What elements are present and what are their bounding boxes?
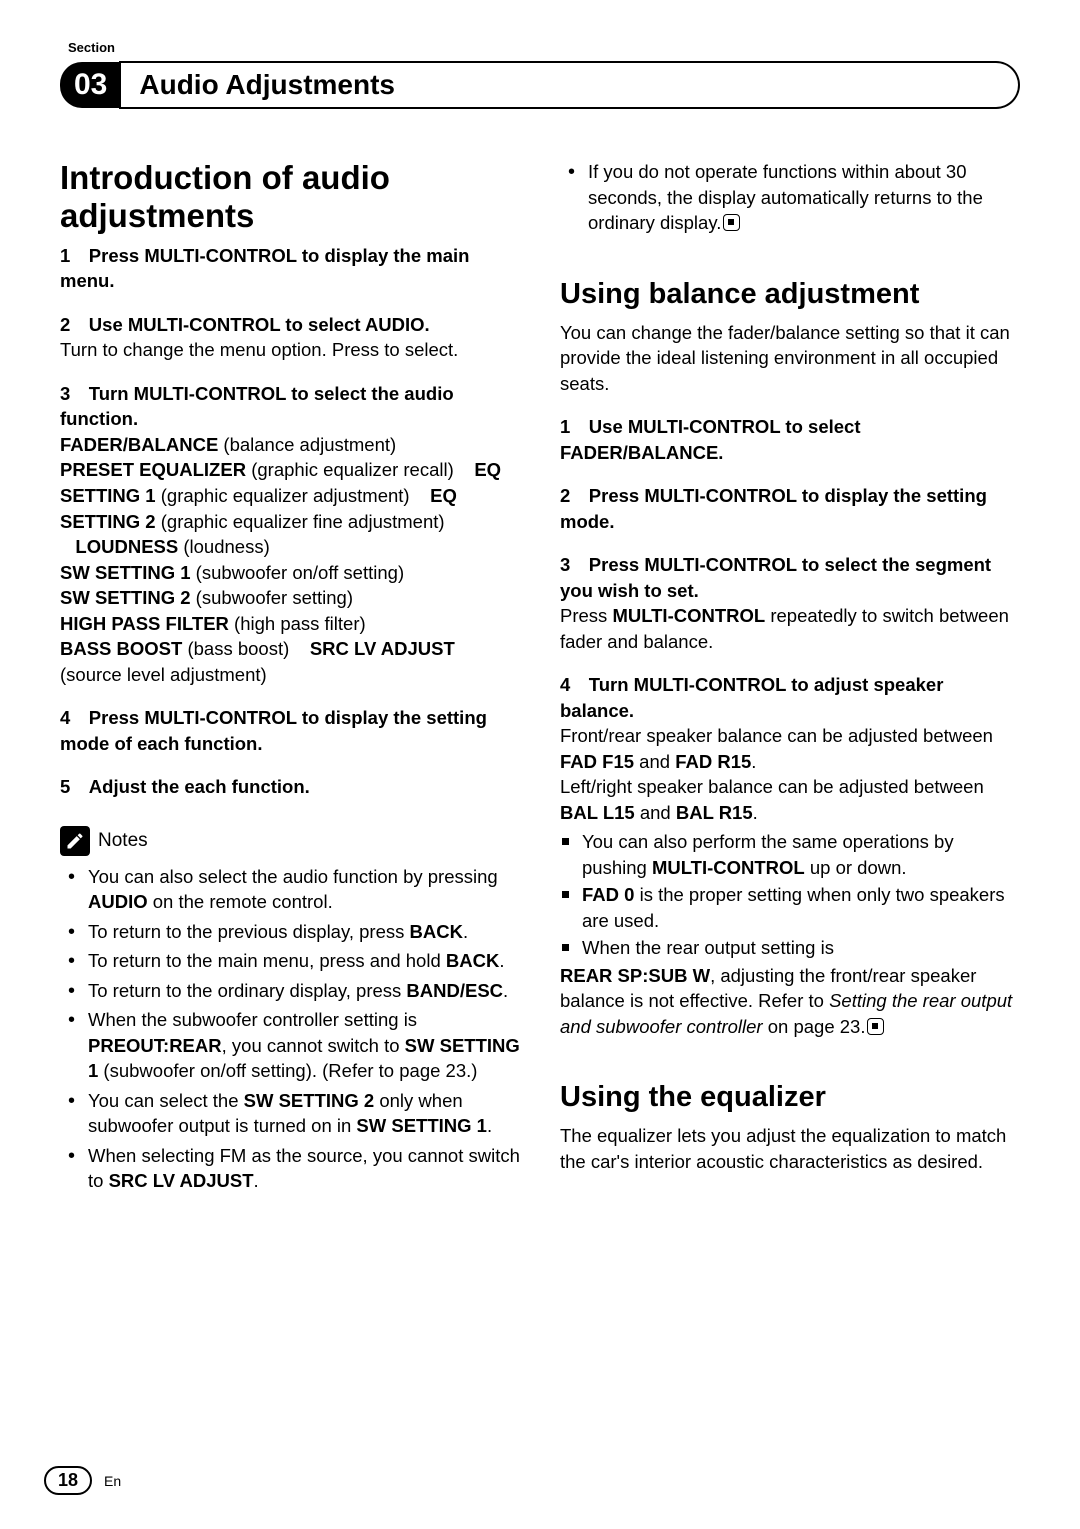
intro-heading: Introduction of audio adjustments [60, 159, 520, 235]
subnote-item: You can also perform the same operations… [560, 829, 1020, 880]
balance-intro: You can change the fader/balance setting… [560, 320, 1020, 397]
equalizer-heading: Using the equalizer [560, 1077, 1020, 1117]
bal-step-3: 3 Press MULTI-CONTROL to select the segm… [560, 554, 991, 601]
fn-sw2-desc: (subwoofer setting) [191, 587, 353, 608]
chapter-number: 03 [60, 62, 121, 108]
notes-list: You can also select the audio function b… [60, 864, 520, 1194]
bal-step-4: 4 Turn MULTI-CONTROL to adjust speaker b… [560, 674, 943, 721]
section-label: Section [68, 40, 1020, 55]
fn-preset-eq-desc: (graphic equalizer recall) [246, 459, 454, 480]
page-number: 18 [44, 1466, 92, 1495]
fn-eq2-desc: (graphic equalizer fine adjustment) [156, 511, 445, 532]
fn-fader-balance: FADER/BALANCE [60, 434, 218, 455]
step-1: 1 Press MULTI-CONTROL to display the mai… [60, 245, 469, 292]
note-item: You can also select the audio function b… [60, 864, 520, 915]
right-column: If you do not operate functions within a… [560, 159, 1020, 1198]
note-item: To return to the main menu, press and ho… [60, 948, 520, 974]
end-mark-icon [867, 1018, 884, 1035]
fn-loudness-desc: (loudness) [178, 536, 270, 557]
step-4: 4 Press MULTI-CONTROL to display the set… [60, 707, 487, 754]
step-3: 3 Turn MULTI-CONTROL to select the audio… [60, 383, 454, 430]
balance-subnotes: You can also perform the same operations… [560, 829, 1020, 961]
step-5: 5 Adjust the each function. [60, 776, 310, 797]
step-2: 2 Use MULTI-CONTROL to select AUDIO. [60, 314, 430, 335]
chapter-title: Audio Adjustments [139, 69, 395, 101]
left-column: Introduction of audio adjustments 1 Pres… [60, 159, 520, 1198]
note-item: To return to the previous display, press… [60, 919, 520, 945]
fn-sw1-desc: (subwoofer on/off setting) [191, 562, 405, 583]
balance-heading: Using balance adjustment [560, 274, 1020, 314]
subnote-continuation: REAR SP:SUB W, adjusting the front/rear … [560, 963, 1020, 1040]
bal-step-4-body2: Left/right speaker balance can be adjust… [560, 776, 984, 823]
pencil-icon [60, 826, 90, 856]
note-item: If you do not operate functions within a… [560, 159, 1020, 236]
subnote-item: When the rear output setting is [560, 935, 1020, 961]
fn-bass-desc: (bass boost) [182, 638, 289, 659]
fn-srclv-desc: (source level adjustment) [60, 664, 267, 685]
fn-bass: BASS BOOST [60, 638, 182, 659]
chapter-header: 03 Audio Adjustments [60, 61, 1020, 109]
fn-loudness: LOUDNESS [75, 536, 178, 557]
end-mark-icon [723, 214, 740, 231]
note-item: When the subwoofer controller setting is… [60, 1007, 520, 1084]
bal-step-2: 2 Press MULTI-CONTROL to display the set… [560, 485, 987, 532]
bal-step-4-body1: Front/rear speaker balance can be adjust… [560, 725, 993, 772]
top-note-list: If you do not operate functions within a… [560, 159, 1020, 236]
notes-header: Notes [60, 826, 520, 856]
fn-srclv: SRC LV ADJUST [310, 638, 455, 659]
page-footer: 18 En [44, 1466, 121, 1495]
fn-fader-balance-desc: (balance adjustment) [218, 434, 396, 455]
fn-sw2: SW SETTING 2 [60, 587, 191, 608]
language-code: En [104, 1473, 121, 1489]
note-item: To return to the ordinary display, press… [60, 978, 520, 1004]
bal-step-3-body: Press MULTI-CONTROL repeatedly to switch… [560, 605, 1009, 652]
fn-hpf: HIGH PASS FILTER [60, 613, 229, 634]
equalizer-intro: The equalizer lets you adjust the equali… [560, 1123, 1020, 1174]
fn-sw1: SW SETTING 1 [60, 562, 191, 583]
bal-step-1: 1 Use MULTI-CONTROL to select FADER/BALA… [560, 416, 861, 463]
chapter-title-container: Audio Adjustments [119, 61, 1020, 109]
note-item: When selecting FM as the source, you can… [60, 1143, 520, 1194]
fn-hpf-desc: (high pass filter) [229, 613, 366, 634]
note-item: You can select the SW SETTING 2 only whe… [60, 1088, 520, 1139]
subnote-item: FAD 0 is the proper setting when only tw… [560, 882, 1020, 933]
fn-preset-eq: PRESET EQUALIZER [60, 459, 246, 480]
fn-eq1-desc: (graphic equalizer adjustment) [156, 485, 410, 506]
step-2-body: Turn to change the menu option. Press to… [60, 339, 458, 360]
notes-label: Notes [98, 828, 148, 854]
